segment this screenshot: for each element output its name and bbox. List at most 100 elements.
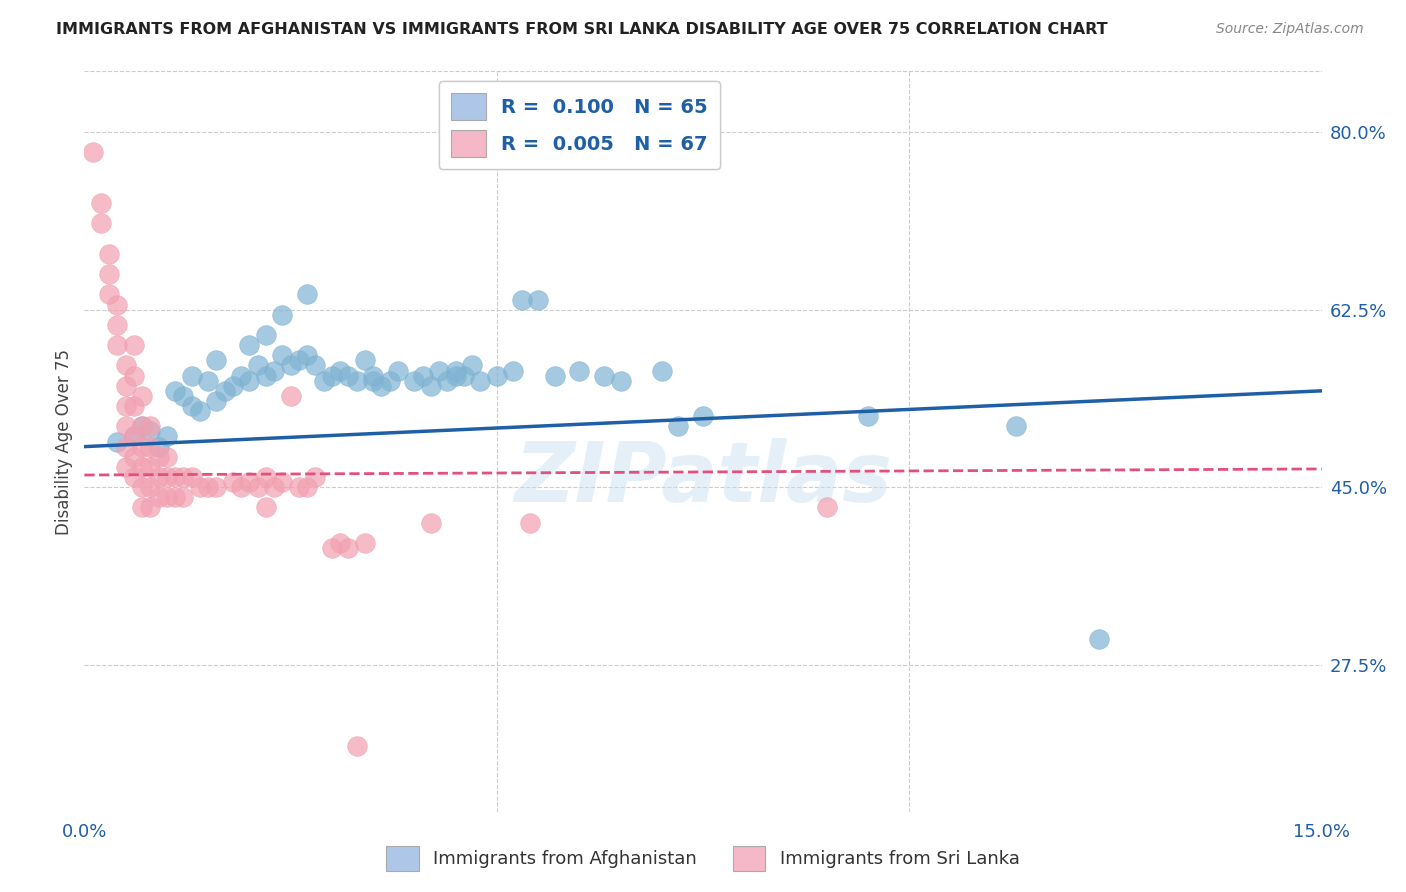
Point [165, 384, 187, 398]
Point [165, 470, 187, 484]
Legend: Immigrants from Afghanistan, Immigrants from Sri Lanka: Immigrants from Afghanistan, Immigrants … [380, 838, 1026, 879]
Point [404, 374, 426, 388]
Point [378, 374, 401, 388]
Point [337, 541, 360, 555]
Point [139, 459, 162, 474]
Point [90, 217, 112, 231]
Point [666, 419, 689, 434]
Point [312, 374, 335, 388]
Point [98, 247, 121, 261]
Point [114, 440, 136, 454]
Point [280, 359, 302, 373]
Text: IMMIGRANTS FROM AFGHANISTAN VS IMMIGRANTS FROM SRI LANKA DISABILITY AGE OVER 75 : IMMIGRANTS FROM AFGHANISTAN VS IMMIGRANT… [56, 22, 1108, 37]
Text: Source: ZipAtlas.com: Source: ZipAtlas.com [1216, 22, 1364, 37]
Point [98, 287, 121, 301]
Point [139, 419, 162, 434]
Text: ZIPatlas: ZIPatlas [515, 438, 891, 519]
Point [131, 480, 153, 494]
Point [122, 399, 145, 413]
Point [246, 480, 269, 494]
Point [419, 378, 441, 392]
Point [131, 419, 153, 434]
Point [180, 470, 202, 484]
Point [461, 359, 484, 373]
Point [131, 419, 153, 434]
Point [346, 374, 368, 388]
Point [205, 353, 228, 368]
Y-axis label: Disability Age Over 75: Disability Age Over 75 [55, 349, 73, 534]
Point [361, 374, 384, 388]
Point [485, 368, 508, 383]
Point [122, 338, 145, 352]
Point [165, 491, 187, 505]
Point [353, 353, 375, 368]
Point [502, 363, 524, 377]
Point [131, 440, 153, 454]
Point [131, 500, 153, 515]
Point [337, 368, 360, 383]
Point [295, 348, 318, 362]
Point [156, 470, 179, 484]
Point [122, 429, 145, 443]
Point [114, 419, 136, 434]
Point [105, 434, 128, 449]
Point [254, 470, 277, 484]
Point [98, 267, 121, 281]
Point [131, 459, 153, 474]
Point [254, 500, 277, 515]
Point [105, 338, 128, 352]
Point [172, 491, 194, 505]
Point [139, 440, 162, 454]
Point [329, 536, 352, 550]
Point [114, 459, 136, 474]
Point [122, 470, 145, 484]
Point [1088, 632, 1111, 647]
Point [122, 450, 145, 464]
Point [105, 298, 128, 312]
Point [122, 429, 145, 443]
Point [692, 409, 714, 424]
Point [453, 368, 475, 383]
Point [82, 145, 104, 160]
Point [131, 389, 153, 403]
Point [510, 293, 533, 307]
Point [370, 378, 392, 392]
Point [651, 363, 673, 377]
Point [229, 480, 252, 494]
Point [222, 378, 245, 392]
Point [238, 374, 260, 388]
Point [90, 196, 112, 211]
Point [609, 374, 631, 388]
Point [419, 516, 441, 530]
Point [304, 470, 326, 484]
Point [527, 293, 550, 307]
Point [114, 378, 136, 392]
Point [172, 470, 194, 484]
Point [139, 480, 162, 494]
Point [321, 541, 343, 555]
Point [139, 425, 162, 439]
Point [254, 368, 277, 383]
Point [197, 480, 219, 494]
Point [122, 368, 145, 383]
Point [156, 491, 179, 505]
Point [188, 480, 211, 494]
Point [321, 368, 343, 383]
Point [254, 328, 277, 343]
Point [436, 374, 458, 388]
Point [214, 384, 236, 398]
Point [105, 318, 128, 332]
Point [427, 363, 450, 377]
Point [172, 389, 194, 403]
Point [246, 359, 269, 373]
Point [353, 536, 375, 550]
Point [148, 450, 170, 464]
Point [815, 500, 838, 515]
Point [1005, 419, 1028, 434]
Point [444, 368, 467, 383]
Point [470, 374, 492, 388]
Point [205, 480, 228, 494]
Legend: R =  0.100   N = 65, R =  0.005   N = 67: R = 0.100 N = 65, R = 0.005 N = 67 [439, 81, 720, 169]
Point [197, 374, 219, 388]
Point [156, 450, 179, 464]
